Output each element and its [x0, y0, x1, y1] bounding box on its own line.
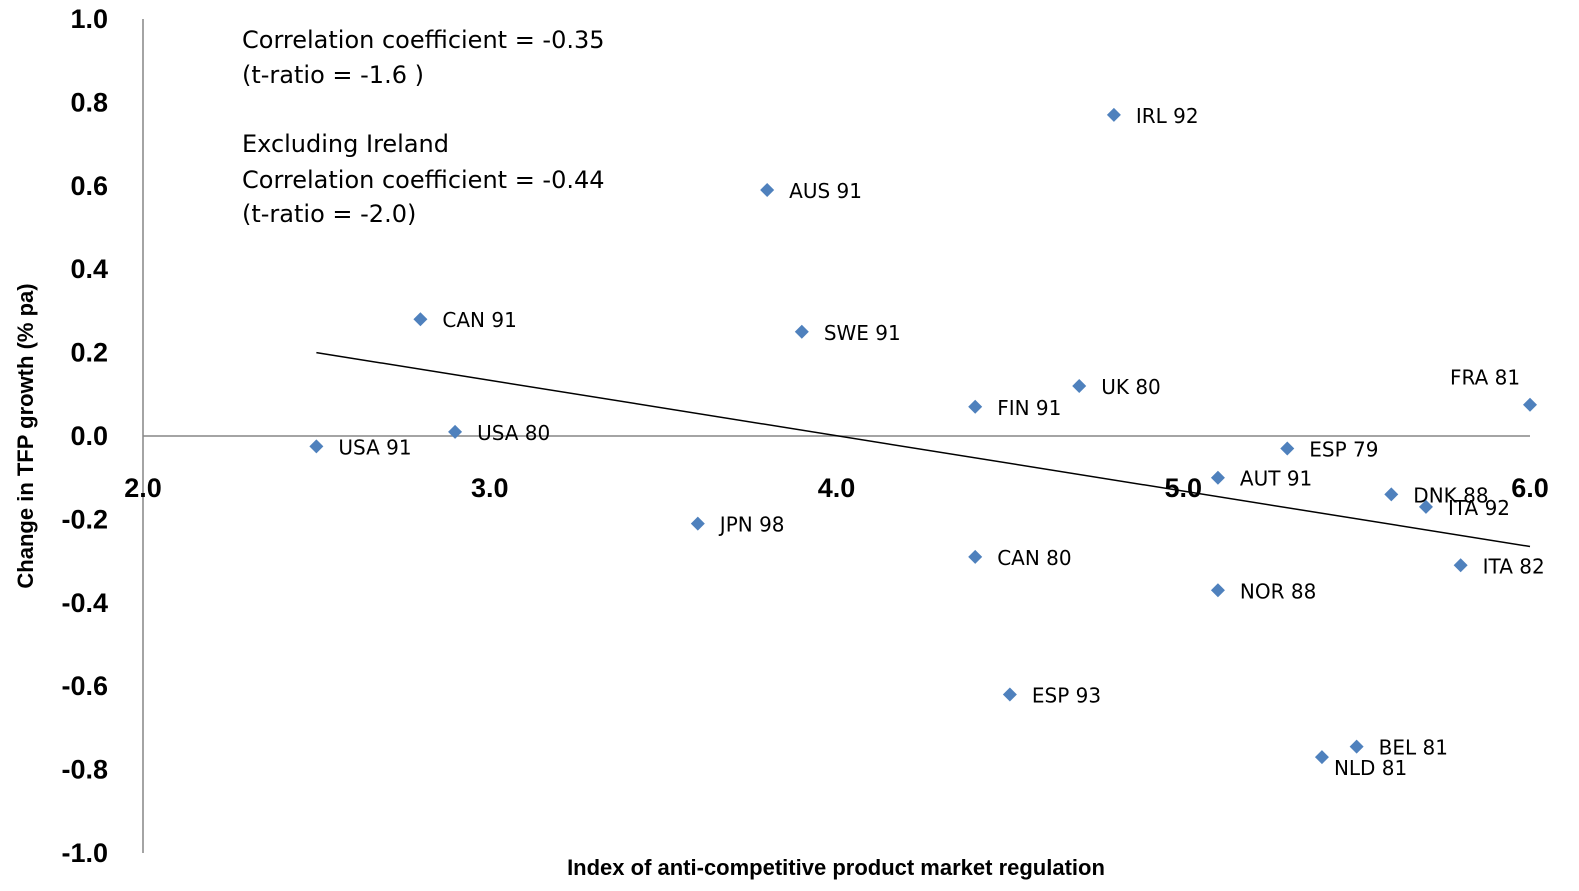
y-tick-label: 0.2 [70, 338, 108, 368]
point-label: BEL 81 [1379, 736, 1448, 760]
x-tick-label: 2.0 [124, 473, 162, 503]
y-tick-label: -0.8 [61, 755, 108, 785]
data-point: SWE 91 [794, 321, 901, 345]
data-point: ESP 79 [1280, 438, 1378, 462]
data-point: BEL 81 [1349, 736, 1448, 760]
y-tick-label: -1.0 [61, 838, 108, 868]
data-point: ITA 82 [1453, 554, 1545, 578]
point-marker [690, 516, 705, 531]
trend-line [316, 351, 1531, 548]
y-tick-label: 0.8 [70, 87, 108, 117]
y-tick-label: 0.0 [70, 421, 108, 451]
point-label: UK 80 [1101, 375, 1161, 399]
point-label: IRL 92 [1136, 104, 1199, 128]
point-label: NLD 81 [1334, 756, 1407, 780]
point-marker [1523, 397, 1537, 412]
data-point: FRA 81 [1450, 366, 1537, 412]
x-tick-label: 3.0 [471, 473, 509, 503]
point-label: NOR 88 [1240, 579, 1316, 603]
annotation-line-1: Correlation coefficient = -0.35 [242, 26, 605, 54]
annotation-line-5: (t-ratio = -2.0) [242, 200, 416, 228]
point-label: AUS 91 [789, 179, 862, 203]
x-tick-label: 4.0 [818, 473, 856, 503]
point-label: ESP 93 [1032, 684, 1101, 708]
data-point: AUT 91 [1210, 467, 1312, 491]
point-marker [1349, 739, 1364, 754]
data-point: FIN 91 [968, 396, 1061, 420]
annotation-line-2: (t-ratio = -1.6 ) [242, 61, 424, 89]
y-tick-label: -0.6 [61, 671, 108, 701]
point-marker [1210, 583, 1225, 598]
point-marker [1002, 687, 1017, 702]
y-tick-label: 0.4 [70, 254, 108, 284]
y-tick-label: 1.0 [70, 4, 108, 34]
point-marker [1453, 558, 1468, 573]
point-marker [309, 439, 324, 454]
point-marker [1314, 750, 1329, 765]
data-point: ESP 93 [1002, 684, 1101, 708]
data-point: IRL 92 [1106, 104, 1199, 128]
point-label: CAN 91 [442, 308, 516, 332]
point-label: ITA 92 [1448, 496, 1510, 520]
point-label: FRA 81 [1450, 366, 1520, 390]
y-tick-label: 0.6 [70, 171, 108, 201]
point-marker [1418, 499, 1433, 514]
annotation-line-4: Correlation coefficient = -0.44 [242, 166, 605, 194]
point-label: AUT 91 [1240, 467, 1312, 491]
point-marker [1384, 487, 1399, 502]
point-marker [413, 312, 428, 327]
point-marker [1106, 107, 1121, 122]
point-marker [794, 324, 809, 339]
annotation-line-3: Excluding Ireland [242, 130, 449, 158]
data-point: USA 80 [448, 421, 550, 445]
point-marker [760, 182, 775, 197]
data-point: NLD 81 [1314, 750, 1407, 780]
point-marker [968, 549, 983, 564]
data-point: NOR 88 [1210, 579, 1316, 603]
correlation-annotation: Correlation coefficient = -0.35 (t-ratio… [242, 26, 605, 228]
point-marker [1072, 378, 1087, 393]
y-tick-label: -0.4 [61, 588, 108, 618]
x-axis-title: Index of anti-competitive product market… [567, 855, 1105, 880]
y-tick-label: -0.2 [61, 504, 108, 534]
data-point: UK 80 [1072, 375, 1161, 399]
data-point: JPN 98 [690, 513, 785, 537]
x-tick-label: 5.0 [1164, 473, 1202, 503]
point-marker [1210, 470, 1225, 485]
point-label: ITA 82 [1483, 554, 1545, 578]
point-marker [968, 399, 983, 414]
point-label: CAN 80 [997, 546, 1071, 570]
data-point: USA 91 [309, 435, 412, 459]
point-label: ESP 79 [1309, 438, 1378, 462]
point-marker [448, 424, 463, 439]
data-point: ITA 92 [1418, 496, 1510, 520]
point-label: USA 91 [338, 435, 411, 459]
point-marker [1280, 441, 1295, 456]
data-point: CAN 91 [413, 308, 517, 332]
y-axis-title: Change in TFP growth (% pa) [13, 283, 38, 588]
x-tick-label: 6.0 [1511, 473, 1549, 503]
point-label: SWE 91 [824, 321, 901, 345]
point-label: USA 80 [477, 421, 550, 445]
data-point: CAN 80 [968, 546, 1072, 570]
point-label: JPN 98 [718, 513, 785, 537]
data-point: AUS 91 [760, 179, 862, 203]
point-label: FIN 91 [997, 396, 1061, 420]
